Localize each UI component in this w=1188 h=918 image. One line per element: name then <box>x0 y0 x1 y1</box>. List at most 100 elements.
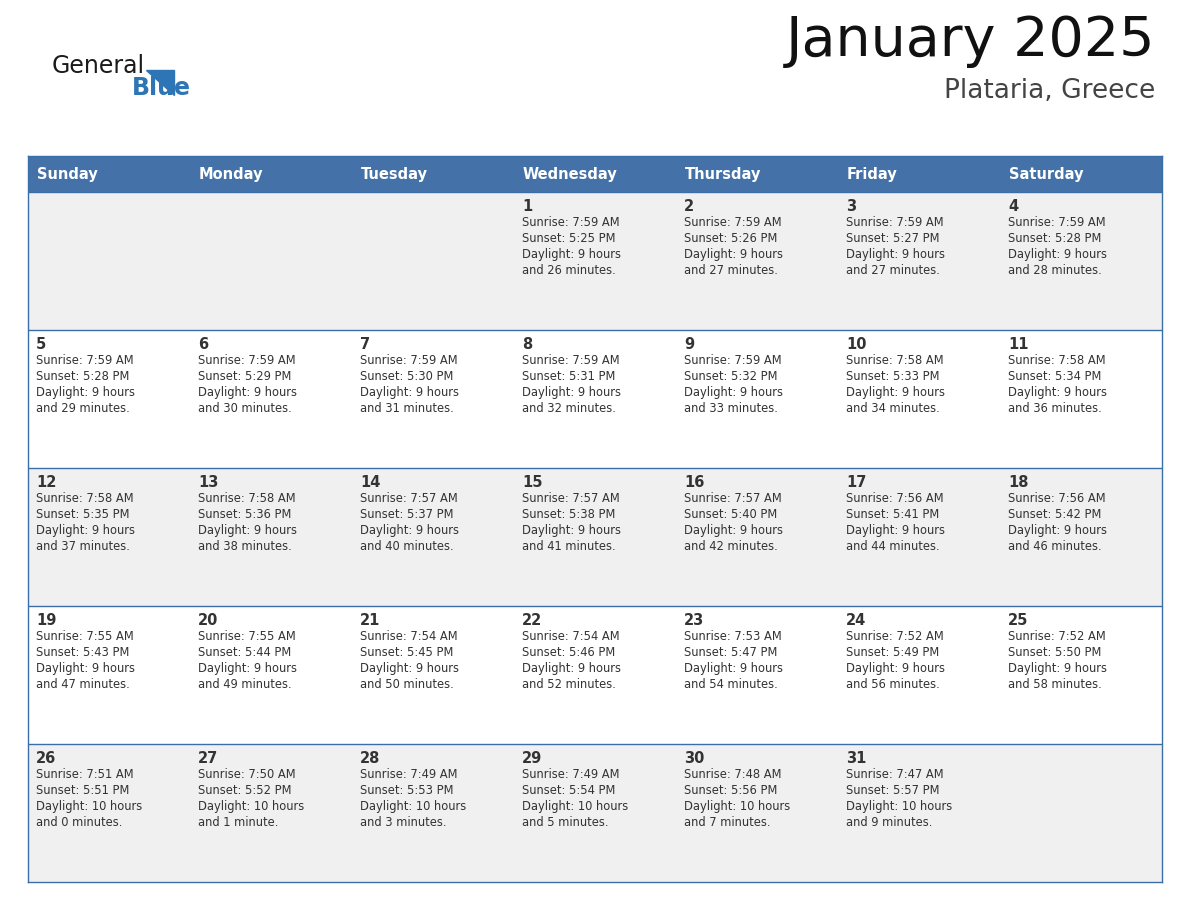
Text: Daylight: 9 hours: Daylight: 9 hours <box>360 386 459 399</box>
Text: Daylight: 9 hours: Daylight: 9 hours <box>1007 662 1107 675</box>
Text: Daylight: 9 hours: Daylight: 9 hours <box>1007 524 1107 537</box>
Text: 2: 2 <box>684 199 694 214</box>
Text: Daylight: 10 hours: Daylight: 10 hours <box>846 800 953 813</box>
Text: Daylight: 9 hours: Daylight: 9 hours <box>684 386 783 399</box>
Text: Sunrise: 7:57 AM: Sunrise: 7:57 AM <box>684 492 782 505</box>
Text: Daylight: 10 hours: Daylight: 10 hours <box>522 800 628 813</box>
Text: 18: 18 <box>1007 475 1029 490</box>
Text: Daylight: 9 hours: Daylight: 9 hours <box>846 386 944 399</box>
Text: 20: 20 <box>198 613 219 628</box>
Text: Daylight: 9 hours: Daylight: 9 hours <box>1007 248 1107 261</box>
Text: Sunset: 5:41 PM: Sunset: 5:41 PM <box>846 508 940 521</box>
Text: and 1 minute.: and 1 minute. <box>198 816 278 829</box>
Text: Sunrise: 7:58 AM: Sunrise: 7:58 AM <box>198 492 296 505</box>
Text: Sunrise: 7:59 AM: Sunrise: 7:59 AM <box>684 216 782 229</box>
Text: Sunrise: 7:57 AM: Sunrise: 7:57 AM <box>360 492 457 505</box>
Text: Sunrise: 7:59 AM: Sunrise: 7:59 AM <box>684 354 782 367</box>
Text: Sunrise: 7:57 AM: Sunrise: 7:57 AM <box>522 492 620 505</box>
Text: Sunrise: 7:55 AM: Sunrise: 7:55 AM <box>198 630 296 643</box>
Bar <box>190 156 352 192</box>
Text: Daylight: 10 hours: Daylight: 10 hours <box>684 800 790 813</box>
Text: 28: 28 <box>360 751 380 766</box>
Text: and 26 minutes.: and 26 minutes. <box>522 264 615 277</box>
Text: Sunset: 5:52 PM: Sunset: 5:52 PM <box>198 784 291 797</box>
Bar <box>29 330 1162 468</box>
Text: Sunset: 5:31 PM: Sunset: 5:31 PM <box>522 370 615 383</box>
Bar <box>676 156 838 192</box>
Text: Sunrise: 7:58 AM: Sunrise: 7:58 AM <box>36 492 133 505</box>
Text: Daylight: 9 hours: Daylight: 9 hours <box>846 248 944 261</box>
Text: Daylight: 9 hours: Daylight: 9 hours <box>684 524 783 537</box>
Text: and 31 minutes.: and 31 minutes. <box>360 402 454 415</box>
Text: Sunset: 5:46 PM: Sunset: 5:46 PM <box>522 646 615 659</box>
Text: Daylight: 9 hours: Daylight: 9 hours <box>684 248 783 261</box>
Text: Sunrise: 7:59 AM: Sunrise: 7:59 AM <box>522 216 620 229</box>
Text: 11: 11 <box>1007 337 1029 352</box>
Text: and 44 minutes.: and 44 minutes. <box>846 540 940 553</box>
Text: Daylight: 9 hours: Daylight: 9 hours <box>1007 386 1107 399</box>
Text: and 5 minutes.: and 5 minutes. <box>522 816 608 829</box>
Text: Sunset: 5:45 PM: Sunset: 5:45 PM <box>360 646 454 659</box>
Text: Sunrise: 7:56 AM: Sunrise: 7:56 AM <box>846 492 943 505</box>
Bar <box>29 156 190 192</box>
Text: and 9 minutes.: and 9 minutes. <box>846 816 933 829</box>
Text: Daylight: 9 hours: Daylight: 9 hours <box>36 386 135 399</box>
Bar <box>29 606 1162 744</box>
Text: Daylight: 10 hours: Daylight: 10 hours <box>36 800 143 813</box>
Text: Sunset: 5:49 PM: Sunset: 5:49 PM <box>846 646 940 659</box>
Text: Blue: Blue <box>132 76 191 100</box>
Text: Sunset: 5:28 PM: Sunset: 5:28 PM <box>1007 232 1101 245</box>
Polygon shape <box>146 70 173 95</box>
Text: Daylight: 9 hours: Daylight: 9 hours <box>684 662 783 675</box>
Text: Daylight: 9 hours: Daylight: 9 hours <box>522 386 621 399</box>
Text: Sunset: 5:40 PM: Sunset: 5:40 PM <box>684 508 777 521</box>
Text: Sunset: 5:47 PM: Sunset: 5:47 PM <box>684 646 777 659</box>
Text: Sunset: 5:34 PM: Sunset: 5:34 PM <box>1007 370 1101 383</box>
Text: Sunrise: 7:53 AM: Sunrise: 7:53 AM <box>684 630 782 643</box>
Text: 31: 31 <box>846 751 866 766</box>
Text: 10: 10 <box>846 337 866 352</box>
Text: Sunrise: 7:52 AM: Sunrise: 7:52 AM <box>846 630 943 643</box>
Text: Sunrise: 7:58 AM: Sunrise: 7:58 AM <box>1007 354 1106 367</box>
Text: 25: 25 <box>1007 613 1029 628</box>
Text: Sunset: 5:44 PM: Sunset: 5:44 PM <box>198 646 291 659</box>
Text: Sunrise: 7:55 AM: Sunrise: 7:55 AM <box>36 630 134 643</box>
Text: Sunset: 5:42 PM: Sunset: 5:42 PM <box>1007 508 1101 521</box>
Text: Sunset: 5:56 PM: Sunset: 5:56 PM <box>684 784 777 797</box>
Bar <box>514 156 676 192</box>
Text: 30: 30 <box>684 751 704 766</box>
Text: and 32 minutes.: and 32 minutes. <box>522 402 615 415</box>
Text: Sunset: 5:29 PM: Sunset: 5:29 PM <box>198 370 291 383</box>
Text: Sunrise: 7:50 AM: Sunrise: 7:50 AM <box>198 768 296 781</box>
Text: and 29 minutes.: and 29 minutes. <box>36 402 129 415</box>
Text: 16: 16 <box>684 475 704 490</box>
Text: and 38 minutes.: and 38 minutes. <box>198 540 292 553</box>
Text: Daylight: 9 hours: Daylight: 9 hours <box>36 662 135 675</box>
Text: Sunset: 5:43 PM: Sunset: 5:43 PM <box>36 646 129 659</box>
Text: Sunset: 5:57 PM: Sunset: 5:57 PM <box>846 784 940 797</box>
Text: Sunset: 5:37 PM: Sunset: 5:37 PM <box>360 508 454 521</box>
Text: 22: 22 <box>522 613 542 628</box>
Text: Sunset: 5:30 PM: Sunset: 5:30 PM <box>360 370 454 383</box>
Text: Daylight: 9 hours: Daylight: 9 hours <box>522 524 621 537</box>
Text: Daylight: 9 hours: Daylight: 9 hours <box>198 386 297 399</box>
Text: Sunrise: 7:56 AM: Sunrise: 7:56 AM <box>1007 492 1106 505</box>
Text: and 3 minutes.: and 3 minutes. <box>360 816 447 829</box>
Text: Sunset: 5:35 PM: Sunset: 5:35 PM <box>36 508 129 521</box>
Text: 1: 1 <box>522 199 532 214</box>
Text: 4: 4 <box>1007 199 1018 214</box>
Bar <box>29 192 1162 330</box>
Text: 19: 19 <box>36 613 56 628</box>
Text: Friday: Friday <box>847 166 898 182</box>
Text: and 49 minutes.: and 49 minutes. <box>198 678 291 691</box>
Text: Tuesday: Tuesday <box>361 166 428 182</box>
Text: Sunset: 5:26 PM: Sunset: 5:26 PM <box>684 232 777 245</box>
Text: Sunset: 5:38 PM: Sunset: 5:38 PM <box>522 508 615 521</box>
Text: and 54 minutes.: and 54 minutes. <box>684 678 778 691</box>
Text: and 0 minutes.: and 0 minutes. <box>36 816 122 829</box>
Text: Daylight: 9 hours: Daylight: 9 hours <box>522 662 621 675</box>
Text: 17: 17 <box>846 475 866 490</box>
Text: 8: 8 <box>522 337 532 352</box>
Text: Daylight: 10 hours: Daylight: 10 hours <box>198 800 304 813</box>
Text: Sunset: 5:25 PM: Sunset: 5:25 PM <box>522 232 615 245</box>
